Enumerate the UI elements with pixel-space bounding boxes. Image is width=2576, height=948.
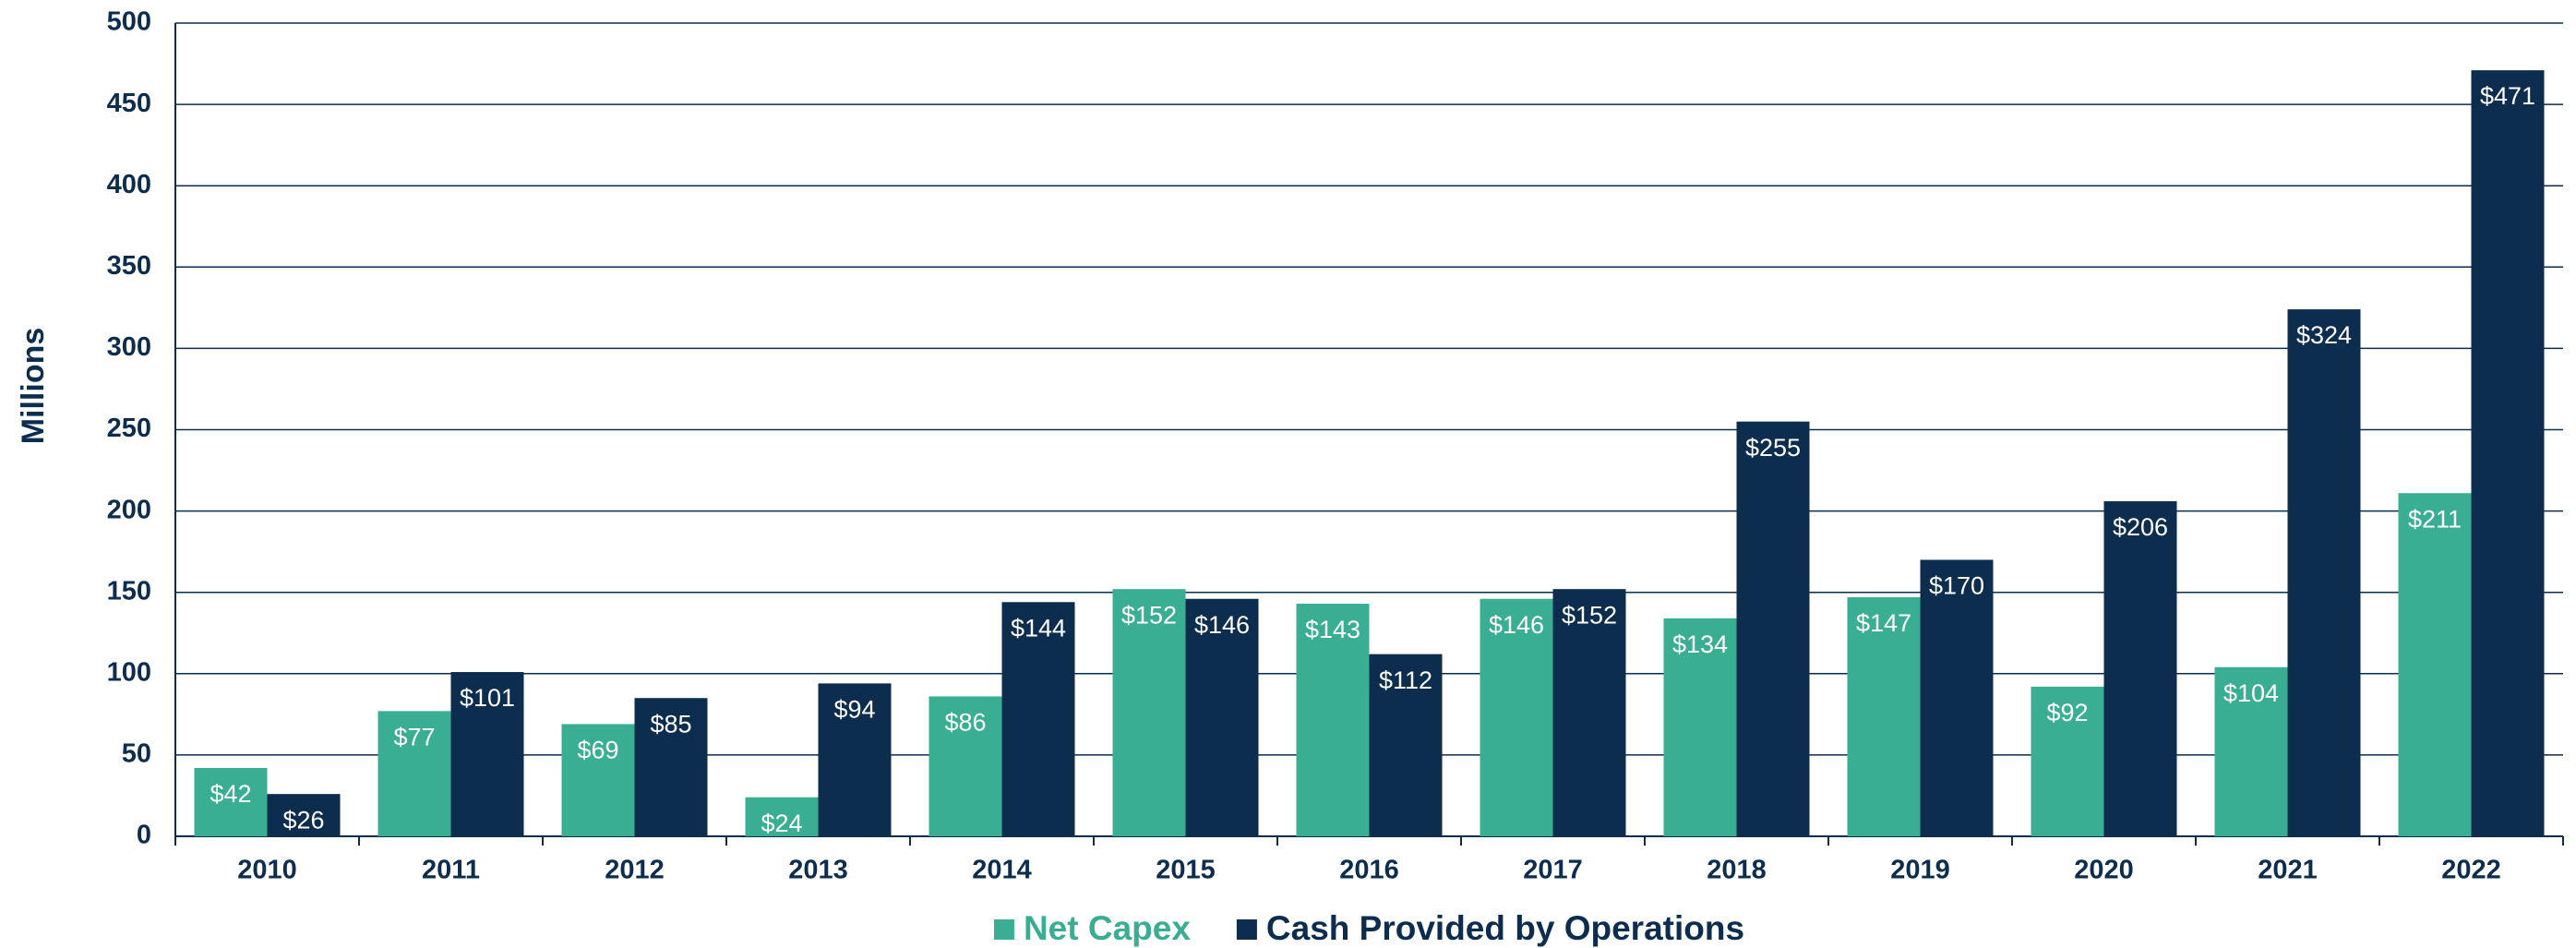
x-tick-label: 2013: [788, 856, 848, 885]
legend-label: Net Capex: [1024, 909, 1191, 947]
bar: [267, 794, 341, 836]
bar: [1112, 589, 1186, 836]
y-tick-label: 450: [107, 89, 151, 118]
data-label: $92: [2046, 699, 2088, 726]
bar: [561, 724, 635, 836]
data-label: $152: [1562, 601, 1617, 629]
data-label: $211: [2408, 505, 2462, 533]
y-tick-label: 150: [107, 576, 151, 606]
y-tick-label: 50: [122, 739, 151, 769]
data-label: $146: [1194, 611, 1250, 639]
data-label: $147: [1856, 609, 1911, 637]
y-tick-label: 400: [107, 170, 151, 199]
y-tick-label: 0: [137, 821, 151, 850]
x-tick-label: 2012: [605, 856, 665, 885]
bar: [1736, 421, 1810, 836]
data-label: $144: [1011, 614, 1066, 642]
legend-swatch: [993, 919, 1014, 940]
bar: [2471, 70, 2545, 836]
bar: [1185, 598, 1259, 836]
data-label: $134: [1672, 630, 1728, 658]
bar: [2398, 493, 2472, 836]
x-tick-label: 2011: [422, 856, 480, 885]
data-label: $26: [282, 806, 324, 834]
bar: [1663, 618, 1737, 836]
x-tick-label: 2019: [1890, 856, 1950, 885]
bar: [745, 797, 819, 836]
legend-swatch: [1236, 919, 1257, 940]
bar: [1369, 654, 1443, 836]
data-label: $69: [577, 737, 618, 764]
data-label: $170: [1929, 572, 1984, 600]
bar: [1920, 559, 1994, 836]
y-axis-label: Millions: [16, 328, 51, 445]
y-tick-label: 350: [107, 251, 151, 281]
x-tick-label: 2015: [1156, 856, 1216, 885]
x-tick-label: 2017: [1523, 856, 1583, 885]
bar: [450, 672, 524, 836]
x-tick-label: 2021: [2258, 856, 2318, 885]
bar: [1847, 596, 1921, 836]
bar: [1552, 589, 1626, 836]
bar: [377, 711, 451, 836]
y-tick-label: 200: [107, 495, 151, 524]
x-tick-label: 2020: [2074, 856, 2134, 885]
data-label: $86: [944, 709, 986, 737]
data-label: $104: [2223, 679, 2279, 707]
bar: [2287, 309, 2361, 836]
y-tick-label: 300: [107, 332, 151, 362]
y-tick-label: 500: [107, 7, 151, 37]
data-label: $143: [1305, 616, 1360, 643]
data-label: $324: [2296, 321, 2352, 349]
bar: [2031, 686, 2104, 836]
data-label: $42: [210, 780, 251, 808]
data-label: $24: [761, 810, 802, 837]
data-label: $146: [1489, 611, 1544, 639]
bar: [818, 683, 892, 836]
bar: [2214, 666, 2288, 836]
x-tick-label: 2014: [972, 856, 1032, 885]
x-tick-label: 2016: [1339, 856, 1399, 885]
bar: [634, 698, 708, 836]
data-label: $255: [1745, 434, 1801, 462]
bar: [1480, 598, 1553, 836]
data-label: $94: [833, 695, 875, 723]
data-label: $206: [2113, 513, 2168, 541]
y-tick-label: 100: [107, 657, 151, 687]
bar: [194, 767, 268, 836]
bar: [1001, 602, 1075, 836]
bar: [929, 696, 1002, 836]
x-tick-label: 2022: [2441, 856, 2501, 885]
x-tick-label: 2010: [237, 856, 297, 885]
x-tick-label: 2018: [1707, 856, 1767, 885]
data-label: $101: [460, 684, 515, 712]
data-label: $471: [2480, 82, 2535, 110]
legend-label: Cash Provided by Operations: [1266, 909, 1744, 947]
data-label: $112: [1379, 666, 1432, 694]
data-label: $85: [650, 710, 691, 738]
y-tick-label: 250: [107, 414, 151, 443]
data-label: $152: [1121, 601, 1177, 629]
bar: [2103, 501, 2177, 836]
bar: [1296, 604, 1370, 836]
data-label: $77: [393, 723, 435, 750]
